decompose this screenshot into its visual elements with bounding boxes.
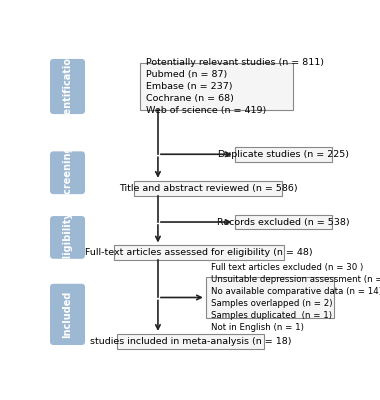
Text: Screening: Screening (63, 145, 73, 200)
FancyBboxPatch shape (234, 215, 332, 230)
FancyBboxPatch shape (50, 59, 85, 114)
FancyBboxPatch shape (117, 334, 264, 349)
FancyBboxPatch shape (135, 181, 282, 196)
FancyBboxPatch shape (114, 246, 284, 260)
Text: Potentially relevant studies (n = 811)
Pubmed (n = 87)
Embase (n = 237)
Cochrane: Potentially relevant studies (n = 811) P… (146, 58, 323, 115)
FancyBboxPatch shape (50, 216, 85, 259)
Text: Included: Included (63, 291, 73, 338)
Text: Records excluded (n = 538): Records excluded (n = 538) (217, 218, 350, 226)
Text: Identification: Identification (63, 50, 73, 124)
Text: Duplicate studies (n = 225): Duplicate studies (n = 225) (218, 150, 348, 159)
FancyBboxPatch shape (50, 151, 85, 194)
Text: Full-text articles assessed for eligibility (n = 48): Full-text articles assessed for eligibil… (86, 248, 313, 257)
Text: Full text articles excluded (n = 30 )
Unsuitable depression assessment (n = 12)
: Full text articles excluded (n = 30 ) Un… (211, 263, 380, 332)
Text: studies included in meta-analysis (n = 18): studies included in meta-analysis (n = 1… (90, 337, 291, 346)
Text: Title and abstract reviewed (n = 586): Title and abstract reviewed (n = 586) (119, 184, 297, 193)
FancyBboxPatch shape (234, 147, 332, 162)
FancyBboxPatch shape (50, 284, 85, 345)
Text: Eligibility: Eligibility (63, 211, 73, 264)
FancyBboxPatch shape (206, 277, 334, 318)
FancyBboxPatch shape (140, 63, 293, 110)
